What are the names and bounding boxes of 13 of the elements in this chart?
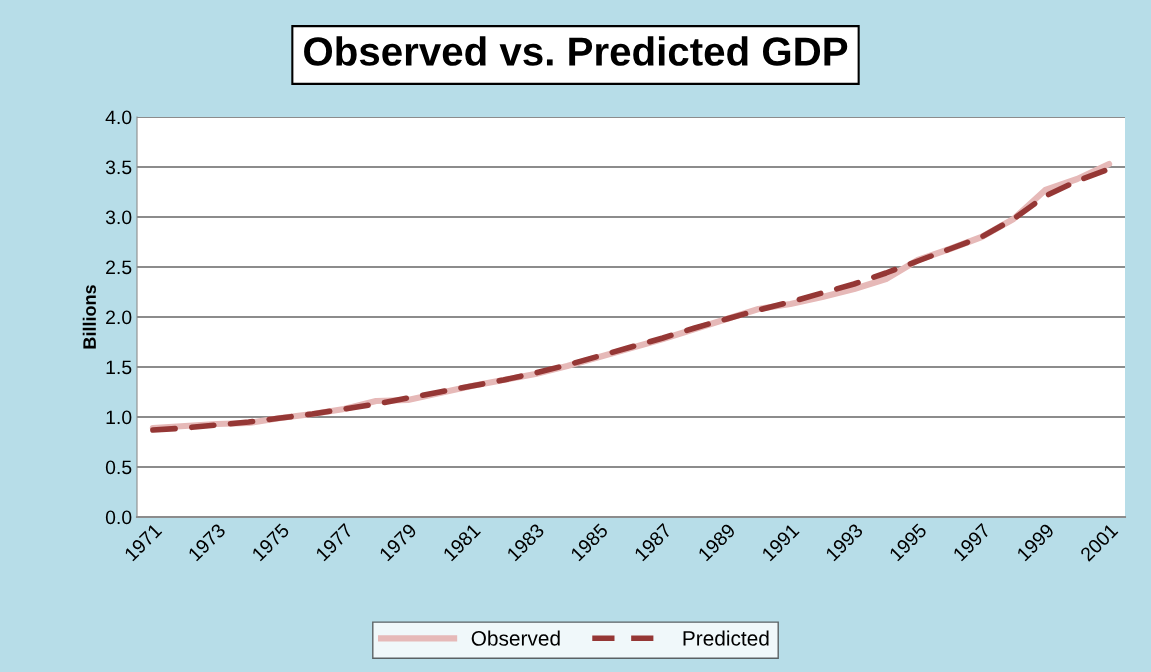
legend-label: Predicted xyxy=(683,630,769,646)
y-axis-title: Billions xyxy=(82,285,96,349)
y-tick-label: 4.0 xyxy=(105,110,132,125)
y-tick-label: 3.5 xyxy=(105,160,132,175)
y-tick-label: 3.0 xyxy=(105,210,132,225)
y-tick-label: 1.0 xyxy=(106,410,132,425)
y-tick-label: 2.5 xyxy=(106,260,132,275)
y-tick-label: 1.5 xyxy=(106,360,132,375)
chart-title: Observed vs. Predicted GDP xyxy=(304,36,848,66)
y-tick-label: 0.0 xyxy=(105,510,132,525)
legend-label: Observed xyxy=(471,630,560,646)
y-tick-label: 0.5 xyxy=(105,460,132,475)
y-tick-label: 2.0 xyxy=(106,310,132,325)
